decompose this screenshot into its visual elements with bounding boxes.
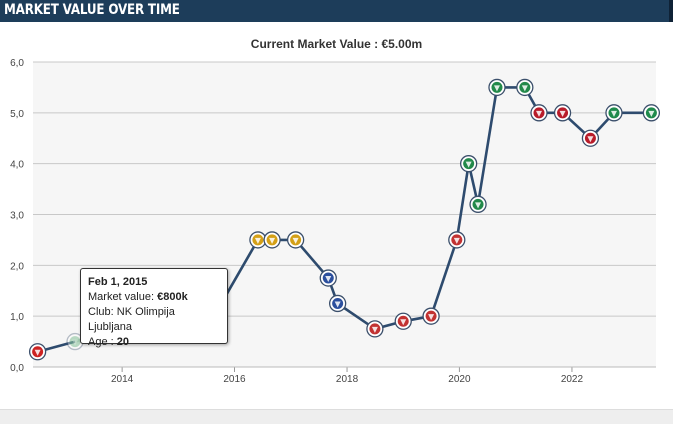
- crest-emblem: [428, 314, 435, 321]
- current-value-label: Current Market Value :: [250, 37, 379, 51]
- crest-emblem: [559, 110, 566, 117]
- crest-emblem: [325, 276, 332, 283]
- section-title: MARKET VALUE OVER TIME: [4, 2, 180, 18]
- y-tick-label: 4,0: [10, 160, 24, 171]
- x-tick-label: 2016: [223, 374, 246, 385]
- x-tick-label: 2022: [561, 374, 584, 385]
- y-tick-label: 0,0: [10, 363, 24, 374]
- y-tick-label: 6,0: [10, 58, 24, 69]
- crest-emblem: [475, 202, 482, 209]
- crest-emblem: [371, 326, 378, 333]
- crest-emblem: [400, 319, 407, 326]
- crest-emblem: [536, 110, 543, 117]
- header-edge: [669, 0, 673, 22]
- crest-emblem: [334, 301, 341, 308]
- crest-emblem: [254, 237, 261, 244]
- tooltip-date: Feb 1, 2015: [88, 276, 148, 288]
- chart-tooltip: Feb 1, 2015 Market value: €800k Club: NK…: [80, 268, 228, 348]
- y-tick-label: 5,0: [10, 109, 24, 120]
- y-tick-label: 3,0: [10, 211, 24, 222]
- x-tick-label: 2014: [111, 374, 134, 385]
- tooltip-club: Club: NK Olimpija Ljubljana: [88, 306, 175, 333]
- crest-emblem: [72, 339, 79, 346]
- section-header: MARKET VALUE OVER TIME: [0, 0, 673, 22]
- crest-emblem: [292, 237, 299, 244]
- crest-emblem: [453, 237, 460, 244]
- y-tick-label: 2,0: [10, 261, 24, 272]
- crest-emblem: [648, 110, 655, 117]
- x-tick-label: 2020: [448, 374, 471, 385]
- crest-emblem: [493, 85, 500, 92]
- crest-emblem: [465, 161, 472, 168]
- x-tick-label: 2018: [336, 374, 359, 385]
- crest-emblem: [521, 85, 528, 92]
- crest-emblem: [34, 349, 41, 356]
- current-value: €5.00m: [381, 37, 423, 51]
- chart-subtitle: Current Market Value : €5.00m: [0, 37, 673, 51]
- crest-emblem: [269, 237, 276, 244]
- tooltip-market-value: Market value: €800k: [88, 291, 188, 303]
- y-tick-label: 1,0: [10, 312, 24, 323]
- club-crest-marker: [69, 336, 81, 348]
- tooltip-age: Age : 20: [88, 336, 129, 348]
- crest-emblem: [610, 110, 617, 117]
- footer-bar: [0, 409, 673, 424]
- crest-emblem: [587, 136, 594, 143]
